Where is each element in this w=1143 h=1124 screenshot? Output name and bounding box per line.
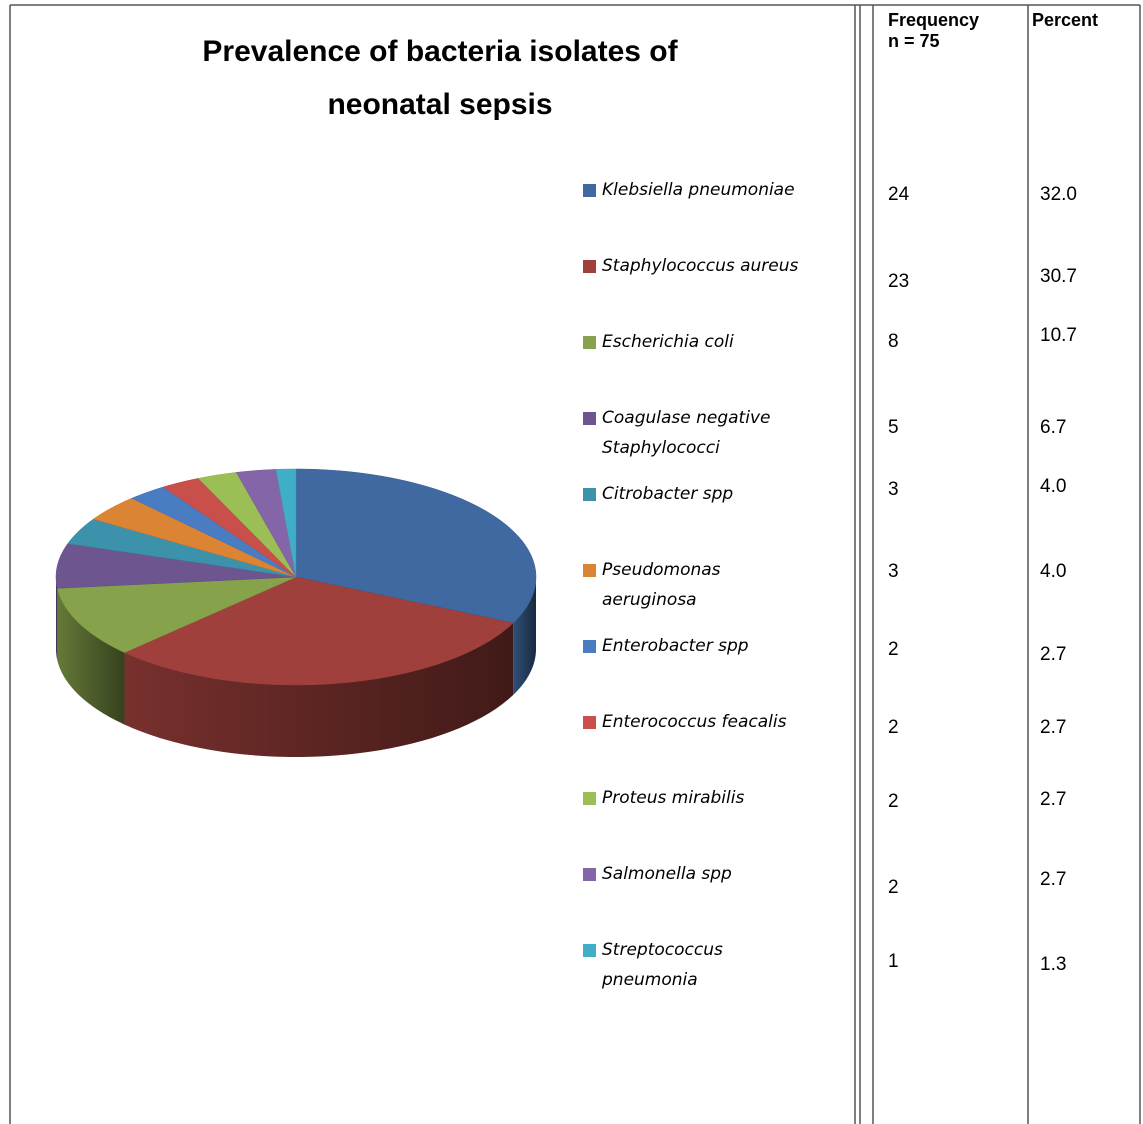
slice-side xyxy=(124,622,514,757)
legend-swatch xyxy=(583,184,596,197)
slice-side xyxy=(57,588,125,725)
legend-line: pneumonia xyxy=(601,970,698,990)
legend-label: Citrobacter spp xyxy=(602,484,733,504)
legend-label: Coagulase negative Staphylococci xyxy=(602,408,776,458)
legend-swatch xyxy=(583,944,596,957)
legend-label: Klebsiella pneumoniae xyxy=(602,180,795,200)
slice-side xyxy=(513,577,536,695)
frequency-cell: 23 xyxy=(888,271,909,292)
percent-cell: 4.0 xyxy=(1040,476,1066,497)
legend-swatch xyxy=(583,412,596,425)
frequency-cell: 5 xyxy=(888,417,899,438)
pie-slice xyxy=(123,576,514,686)
pie-slice xyxy=(295,468,537,624)
legend-label: Staphylococcus aureus xyxy=(602,256,799,276)
frequency-cell: 1 xyxy=(888,951,899,972)
percent-cell: 2.7 xyxy=(1040,789,1066,810)
percent-cell: 2.7 xyxy=(1040,869,1066,890)
legend-label: Enterococcus feacalis xyxy=(602,712,787,732)
frequency-cell: 24 xyxy=(888,184,910,205)
legend-swatch xyxy=(583,260,596,273)
legend-label: Escherichia coli xyxy=(602,332,734,352)
slice-side xyxy=(56,577,58,661)
column-header: n = 75 xyxy=(888,31,940,51)
legend-swatch xyxy=(583,488,596,501)
percent-cell: 10.7 xyxy=(1040,325,1077,346)
pie-slice xyxy=(56,576,297,653)
legend-label: Proteus mirabilis xyxy=(602,788,744,808)
percent-cell: 4.0 xyxy=(1040,561,1066,582)
pie-slice xyxy=(67,518,297,578)
frequency-cell: 2 xyxy=(888,639,899,660)
pie-slice xyxy=(275,468,297,578)
pie-slice xyxy=(131,486,297,578)
pie-slice xyxy=(55,543,297,589)
legend-line: Coagulase negative xyxy=(602,408,776,428)
percent-cell: 1.3 xyxy=(1040,954,1066,975)
legend-label: Streptococcus pneumonia xyxy=(601,940,728,990)
percent-cell: 32.0 xyxy=(1040,184,1077,205)
percent-cell: 6.7 xyxy=(1040,417,1066,438)
column-header: Percent xyxy=(1032,10,1098,30)
frequency-cell: 3 xyxy=(888,479,899,500)
legend-swatch xyxy=(583,792,596,805)
legend-label: Salmonella spp xyxy=(602,864,732,884)
pie-slice xyxy=(235,469,297,578)
legend-swatch xyxy=(583,640,596,653)
pie-slice xyxy=(197,472,297,578)
frequency-cell: 2 xyxy=(888,717,899,738)
percent-cell: 30.7 xyxy=(1040,266,1077,287)
pie-slice xyxy=(92,497,297,578)
percent-cell: 2.7 xyxy=(1040,644,1066,665)
legend-line: Streptococcus xyxy=(602,940,728,960)
frequency-cell: 8 xyxy=(888,331,899,352)
legend-line: aeruginosa xyxy=(602,590,697,610)
chart-title: Prevalence of bacteria isolates of xyxy=(202,35,678,68)
legend-swatch xyxy=(583,868,596,881)
frequency-cell: 2 xyxy=(888,791,899,812)
frequency-cell: 3 xyxy=(888,561,899,582)
legend-swatch xyxy=(583,564,596,577)
legend-line: Staphylococci xyxy=(602,438,720,458)
legend-label: Enterobacter spp xyxy=(602,636,749,656)
legend-label: Pseudomonas aeruginosa xyxy=(602,560,726,610)
chart-title: neonatal sepsis xyxy=(327,88,552,121)
legend-swatch xyxy=(583,336,596,349)
pie-slice xyxy=(162,478,297,578)
percent-cell: 2.7 xyxy=(1040,717,1066,738)
legend-swatch xyxy=(583,716,596,729)
frequency-cell: 2 xyxy=(888,877,899,898)
legend-line: Pseudomonas xyxy=(602,560,726,580)
column-header: Frequency xyxy=(888,10,979,30)
